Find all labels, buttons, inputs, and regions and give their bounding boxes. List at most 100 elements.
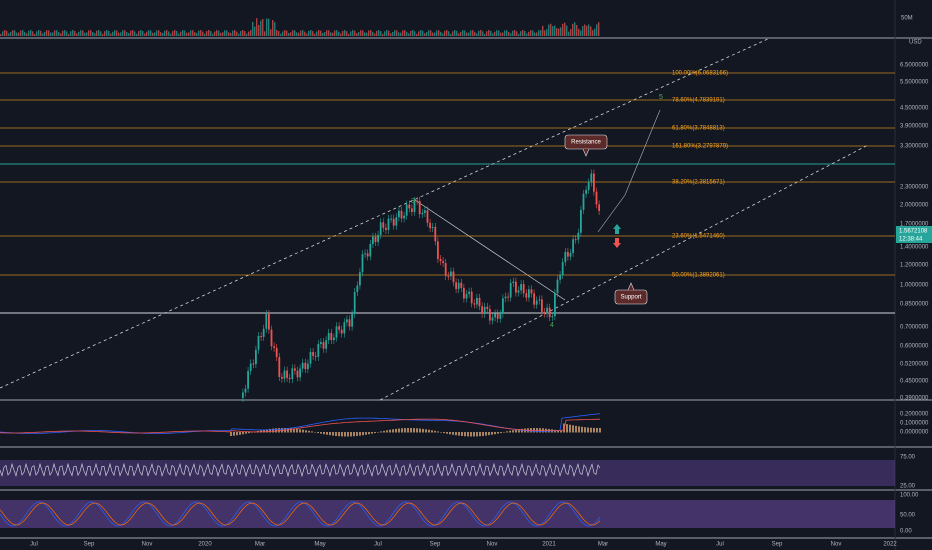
volume-bar bbox=[216, 30, 218, 36]
macd-hist bbox=[413, 428, 415, 433]
volume-bar bbox=[358, 32, 360, 36]
fib-label: 50.00%(1.3892061) bbox=[672, 273, 725, 279]
candle-body bbox=[260, 336, 262, 338]
candle-body bbox=[340, 329, 343, 334]
macd-hist bbox=[368, 432, 370, 435]
candle-body bbox=[247, 370, 249, 389]
candle-body bbox=[411, 208, 413, 212]
candle-body bbox=[530, 289, 533, 294]
volume-bar bbox=[128, 33, 130, 36]
volume-bar bbox=[178, 33, 180, 36]
volume-bar bbox=[98, 30, 100, 36]
volume-bar bbox=[68, 33, 70, 36]
volume-bar bbox=[56, 30, 58, 36]
candle-body bbox=[595, 191, 598, 205]
volume-bar bbox=[456, 30, 458, 36]
macd-hist bbox=[305, 430, 307, 433]
volume-bar bbox=[496, 30, 498, 36]
countdown: 12:38:44 bbox=[899, 237, 923, 243]
volume-bar bbox=[310, 30, 312, 36]
candle-body bbox=[327, 332, 330, 341]
volume-bar bbox=[432, 32, 434, 36]
signal-line bbox=[0, 418, 600, 434]
candle-body bbox=[590, 173, 593, 183]
candle-body bbox=[548, 307, 551, 318]
volume-axis-label: 50M bbox=[901, 16, 913, 22]
volume-bar bbox=[364, 32, 366, 36]
macd-hist bbox=[404, 428, 406, 433]
price-label: 0.3900000 bbox=[900, 396, 929, 402]
candle-body bbox=[335, 326, 338, 338]
price-label: 0.8500000 bbox=[900, 302, 929, 308]
volume-bar bbox=[28, 30, 30, 36]
candle-body bbox=[273, 346, 275, 348]
candle-body bbox=[317, 344, 320, 357]
up-arrow bbox=[613, 224, 621, 234]
candle-body bbox=[543, 311, 546, 314]
volume-bar bbox=[296, 32, 298, 36]
candle-body bbox=[444, 263, 447, 276]
macd-hist bbox=[332, 432, 334, 436]
candle-body bbox=[455, 282, 457, 290]
macd-hist bbox=[329, 432, 331, 436]
volume-bar bbox=[72, 30, 74, 36]
candle-body bbox=[377, 234, 379, 242]
volume-bar bbox=[224, 30, 226, 36]
candle-body bbox=[281, 376, 283, 379]
candle-body bbox=[304, 362, 307, 370]
volume-bar bbox=[442, 33, 444, 36]
candle-body bbox=[431, 226, 434, 229]
macd-hist bbox=[398, 428, 400, 433]
trend-line bbox=[414, 199, 566, 301]
candle-body bbox=[494, 313, 496, 318]
candle-body bbox=[309, 352, 312, 364]
volume-bar bbox=[74, 30, 76, 36]
volume-bar bbox=[500, 32, 502, 36]
volume-bar bbox=[234, 30, 236, 36]
volume-bar bbox=[14, 30, 16, 36]
volume-bar bbox=[244, 31, 246, 36]
fib-label: 161.80%(3.2797879) bbox=[672, 144, 728, 150]
volume-bar bbox=[554, 25, 556, 36]
candle-body bbox=[567, 251, 569, 257]
current-price: 1.5672108 bbox=[899, 229, 928, 235]
macd-hist bbox=[233, 432, 235, 436]
candle-body bbox=[502, 298, 504, 314]
volume-bar bbox=[232, 30, 234, 36]
wave-label: 3 bbox=[411, 198, 415, 205]
macd-hist bbox=[407, 428, 409, 433]
macd-hist bbox=[560, 430, 562, 433]
volume-bar bbox=[16, 32, 18, 36]
price-label: 1.7000000 bbox=[900, 222, 929, 228]
candle-body bbox=[559, 274, 561, 280]
stoch-k bbox=[0, 501, 601, 527]
candle-body bbox=[405, 204, 408, 216]
volume-bar bbox=[346, 31, 348, 36]
macd-hist bbox=[356, 432, 358, 436]
volume-bar bbox=[12, 30, 14, 36]
volume-bar bbox=[58, 31, 60, 36]
candle-body bbox=[585, 189, 587, 194]
volume-bar bbox=[180, 31, 182, 36]
volume-bar bbox=[390, 33, 392, 36]
volume-bar bbox=[362, 30, 364, 36]
currency-label: USD bbox=[909, 40, 922, 46]
macd-hist bbox=[353, 432, 355, 437]
rsi-axis-label: 25.00 bbox=[900, 484, 916, 490]
macd-hist bbox=[341, 432, 343, 437]
candle-body bbox=[450, 271, 452, 277]
volume-bar bbox=[286, 30, 288, 36]
channel-upper bbox=[0, 37, 771, 389]
volume-bar bbox=[550, 23, 552, 36]
time-label: May bbox=[655, 542, 666, 548]
candle-body bbox=[408, 204, 411, 209]
candle-body bbox=[366, 253, 369, 257]
macd-hist bbox=[335, 432, 337, 436]
volume-bar bbox=[374, 33, 376, 36]
volume-bar bbox=[264, 31, 266, 36]
volume-bar bbox=[462, 30, 464, 36]
volume-bar bbox=[330, 32, 332, 36]
volume-bar bbox=[378, 30, 380, 36]
volume-bar bbox=[276, 30, 278, 36]
